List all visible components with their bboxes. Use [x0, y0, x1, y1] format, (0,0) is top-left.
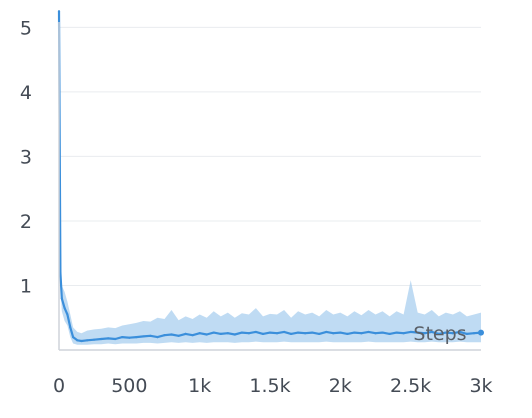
- x-tick-label-1: 500: [111, 375, 147, 397]
- series-0-point-32: [247, 332, 250, 335]
- series-0-point-3: [63, 306, 66, 310]
- series-0-point-20: [163, 334, 166, 337]
- series-0-range-band: [59, 11, 481, 345]
- series-0-point-42: [318, 332, 321, 335]
- series-0-point-34: [261, 332, 265, 335]
- y-tick-label-2: 3: [20, 146, 32, 168]
- series-0-point-14: [121, 335, 124, 339]
- grid-layer: [59, 26, 481, 286]
- x-tick-label-2: 1k: [188, 375, 211, 397]
- series-0-point-48: [360, 332, 363, 335]
- series-0-point-61: [451, 332, 454, 335]
- series-0-point-50: [374, 332, 377, 335]
- series-0-point-18: [149, 334, 152, 337]
- series-0-point-4: [66, 313, 69, 316]
- series-0-point-58: [430, 330, 433, 334]
- series-0-point-63: [465, 332, 469, 335]
- series-0-point-38: [290, 332, 293, 335]
- x-tick-label-5: 2.5k: [390, 375, 431, 397]
- series-0-point-25: [198, 332, 201, 335]
- series-0-point-19: [156, 335, 159, 339]
- series-0-point-35: [268, 331, 272, 334]
- series-0-point-24: [191, 334, 194, 337]
- series-0-point-7: [76, 339, 79, 342]
- series-0-point-55: [409, 330, 412, 334]
- series-0-end-marker: [478, 329, 484, 336]
- band-layer: [59, 11, 481, 345]
- series-0-line: [57, 11, 482, 343]
- series-0-point-5: [69, 326, 72, 329]
- series-0-point-12: [107, 337, 110, 340]
- line-layer: [57, 10, 484, 343]
- series-0-point-13: [114, 337, 117, 341]
- y-tick-label-4: 5: [20, 17, 32, 39]
- series-0-point-39: [297, 331, 300, 334]
- series-0-point-54: [402, 332, 405, 335]
- series-0-point-11: [100, 337, 103, 341]
- series-0-point-0: [57, 10, 61, 13]
- series-0-point-29: [226, 332, 229, 335]
- x-tick-label-3: 1.5k: [249, 375, 290, 397]
- series-0-point-47: [353, 331, 356, 334]
- series-0-point-26: [205, 333, 208, 336]
- series-0-point-9: [86, 339, 89, 342]
- series-0-point-8: [80, 339, 83, 343]
- series-0-point-33: [254, 330, 258, 334]
- series-0-point-15: [128, 336, 131, 339]
- series-0-point-53: [395, 331, 398, 334]
- series-0-point-52: [388, 332, 391, 335]
- y-tick-label-1: 2: [20, 211, 32, 233]
- series-0-point-31: [240, 331, 243, 334]
- series-0-point-64: [472, 332, 476, 335]
- series-0-point-57: [423, 332, 426, 335]
- series-0-point-59: [437, 332, 440, 335]
- series-0-point-10: [93, 338, 96, 341]
- series-0-point-36: [275, 332, 279, 335]
- x-tick-label-0: 0: [53, 375, 65, 397]
- series-0-point-44: [332, 332, 335, 335]
- y-tick-label-3: 4: [20, 82, 32, 104]
- series-0-point-6: [71, 335, 75, 339]
- series-0-point-22: [177, 334, 180, 337]
- series-0-point-49: [367, 330, 370, 334]
- x-tick-label-4: 2k: [329, 375, 352, 397]
- series-0-point-28: [219, 332, 222, 335]
- series-0-point-45: [339, 331, 342, 334]
- series-0-point-60: [444, 331, 447, 334]
- series-0-point-30: [233, 333, 236, 336]
- x-axis-label: Steps: [413, 323, 466, 345]
- series-0-point-2: [60, 297, 63, 300]
- series-0-point-62: [458, 330, 461, 334]
- series-0-point-51: [381, 331, 384, 334]
- series-0-point-23: [184, 332, 187, 335]
- x-tick-labels: 0 500 1k 1.5k 2k 2.5k 3k: [53, 375, 493, 397]
- series-0-point-41: [311, 331, 314, 334]
- series-0-point-56: [416, 331, 419, 334]
- series-0-point-16: [135, 335, 138, 339]
- series-0-point-37: [282, 330, 286, 334]
- y-tick-label-0: 1: [20, 275, 32, 297]
- axis-layer: [58, 22, 481, 351]
- x-tick-label-6: 3k: [469, 375, 492, 397]
- series-0-point-1: [59, 271, 62, 274]
- series-0-point-43: [325, 330, 328, 334]
- series-0-point-27: [212, 331, 215, 334]
- series-0-point-21: [170, 333, 173, 336]
- series-0-point-40: [304, 332, 307, 335]
- series-0-point-46: [346, 332, 349, 335]
- y-tick-labels: 1 2 3 4 5: [20, 17, 32, 297]
- series-0-point-17: [142, 335, 145, 338]
